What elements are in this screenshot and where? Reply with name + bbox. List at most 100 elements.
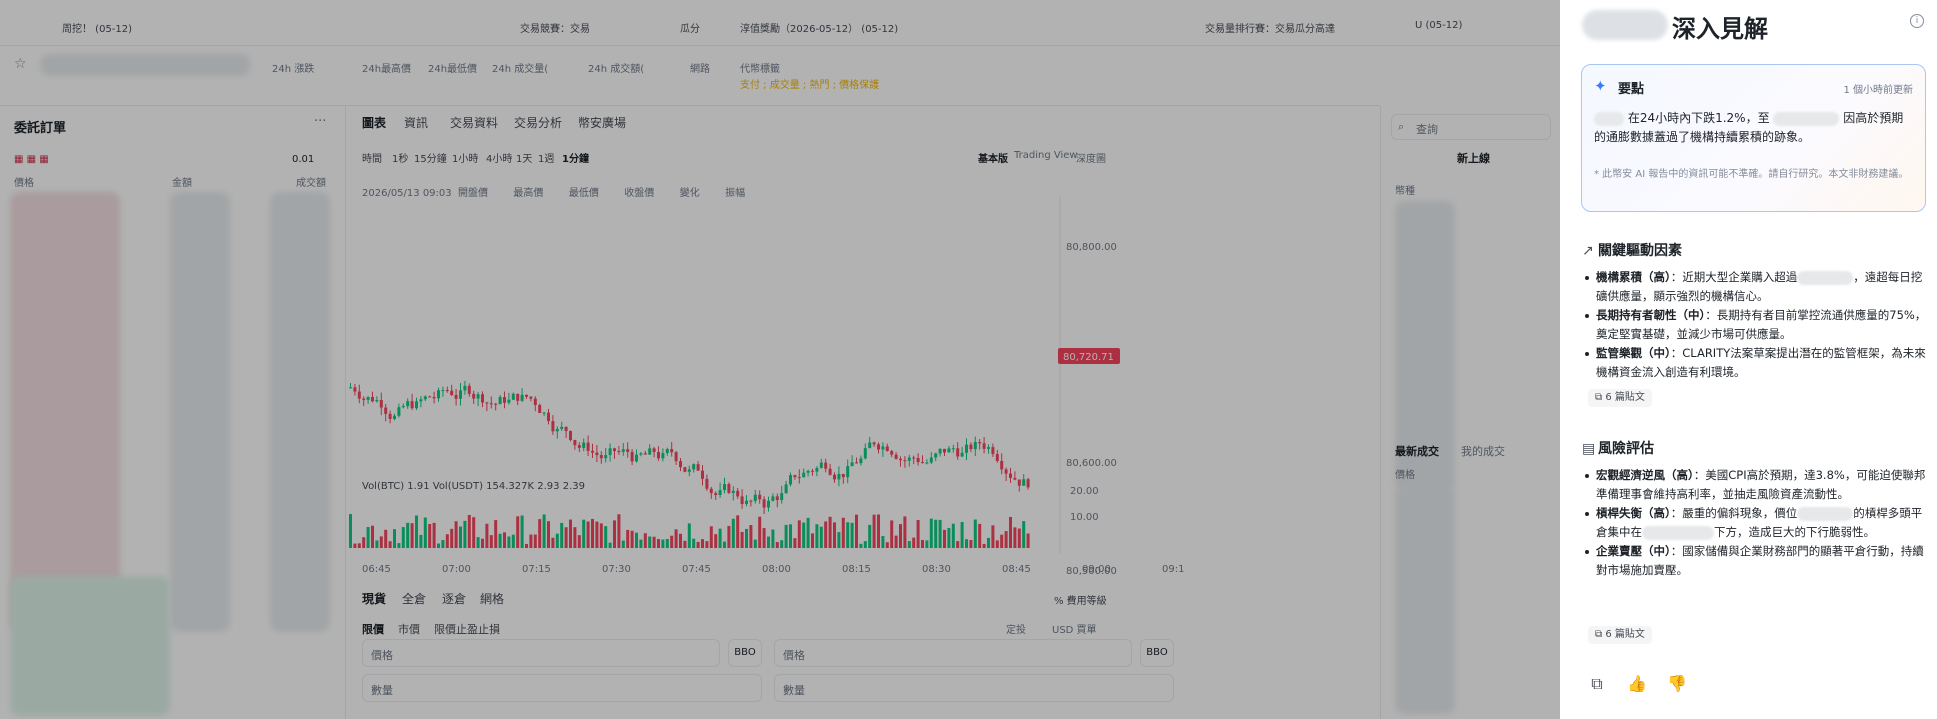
volume-bar <box>459 526 462 548</box>
risks-list: 宏觀經濟逆風（高）：美國CPI高於預期，達3.8%，可能迫使聯邦準備理事會維持高… <box>1582 466 1927 580</box>
redacted-value <box>1642 525 1714 540</box>
order-type-tab[interactable]: 市價 <box>398 623 420 636</box>
chart-tab[interactable]: 圖表 <box>362 116 387 130</box>
ticker-item[interactable]: 交易競賽：交易 <box>520 24 590 35</box>
candle-body <box>362 398 366 400</box>
interval-option[interactable]: 1秒 <box>392 154 409 165</box>
quantity-input[interactable]: 數量 <box>774 674 1174 702</box>
book-view-icon[interactable]: ▦ ▦ ▦ <box>14 154 49 165</box>
thumbs-up-icon[interactable]: 👍 <box>1627 674 1647 693</box>
volume-tick: 10.00 <box>1070 512 1099 523</box>
bbo-button[interactable]: BBO <box>1140 639 1174 667</box>
tab-new-listing[interactable]: 新上線 <box>1457 152 1490 165</box>
volume-bar <box>687 523 691 548</box>
volume-bar <box>943 529 946 548</box>
chart-tab[interactable]: 資訊 <box>404 116 429 130</box>
chart-tab[interactable]: 交易分析 <box>514 116 563 130</box>
usd-order[interactable]: USD 買單 <box>1052 625 1097 636</box>
dim-overlay[interactable] <box>0 0 1560 719</box>
volume-bar <box>1009 516 1012 548</box>
candle-body <box>912 457 916 459</box>
candle-body <box>445 390 449 392</box>
candle-body <box>366 396 370 400</box>
trade-tab[interactable]: 網格 <box>480 592 505 606</box>
interval-option[interactable]: 15分鐘 <box>414 154 447 165</box>
volume-info: Vol(BTC) 1.91 Vol(USDT) 154.327K 2.93 2.… <box>362 481 585 492</box>
search-icon: ⌕ <box>1398 120 1405 133</box>
interval-option[interactable]: 時間 <box>362 154 382 165</box>
candle-body <box>551 421 555 432</box>
candle-body <box>419 399 423 402</box>
tab-latest-trades[interactable]: 最新成交 <box>1395 445 1439 458</box>
candle-body <box>780 493 784 501</box>
candle-body <box>978 441 982 444</box>
volume-bar <box>912 537 916 548</box>
price-input[interactable]: 價格 <box>774 639 1132 667</box>
candle-body <box>687 469 691 472</box>
auto-invest[interactable]: 定投 <box>1006 625 1026 636</box>
copy-icon[interactable]: ⧉ <box>1591 674 1603 693</box>
candle-body <box>855 462 858 464</box>
book-step[interactable]: 0.01 <box>292 154 315 165</box>
tab-my-trades[interactable]: 我的成交 <box>1461 445 1505 458</box>
risks-sources[interactable]: ⧉ 6 篇貼文 <box>1588 626 1652 644</box>
trade-tab[interactable]: 現貨 <box>362 592 387 606</box>
fee-level[interactable]: % 費用等級 <box>1054 596 1107 607</box>
drivers-sources[interactable]: ⧉ 6 篇貼文 <box>1588 389 1652 407</box>
candle-body <box>890 451 894 455</box>
ticker-item[interactable]: 周挖！ (05-12) <box>62 24 133 35</box>
thumbs-down-icon[interactable]: 👎 <box>1667 674 1687 693</box>
candle-body <box>547 412 550 422</box>
header-stat-label: 24h 成交額( <box>588 64 645 75</box>
volume-bar <box>547 521 550 548</box>
header-stat-label: 24h 成交量( <box>492 64 549 75</box>
price-input[interactable]: 價格 <box>362 639 720 667</box>
volume-bar <box>494 520 498 548</box>
market-panel: ⌕ 查詢 新上線 幣種 最新成交 我的成交 價格 <box>1380 106 1560 719</box>
interval-option[interactable]: 4小時 <box>486 154 513 165</box>
interval-option[interactable]: 1小時 <box>452 154 479 165</box>
interval-option[interactable]: 1週 <box>538 154 555 165</box>
trade-tab[interactable]: 逐倉 <box>442 592 467 606</box>
ticker-item[interactable]: U (05-12) <box>1415 20 1463 31</box>
interval-option[interactable]: 1分鐘 <box>562 154 589 165</box>
chart-tab[interactable]: 幣安廣場 <box>578 116 627 130</box>
volume-bar <box>819 526 823 548</box>
chart-tab[interactable]: 交易資料 <box>450 116 499 130</box>
driver-item: 機構累積（高）：近期大型企業購入超過 ，遠超每日挖礦供應量，顯示強烈的機構信心。 <box>1582 268 1927 306</box>
candle-body <box>965 444 968 453</box>
volume-bar <box>410 523 414 548</box>
volume-bar <box>476 537 480 548</box>
candle-body <box>740 496 744 505</box>
chart-view-tab[interactable]: Trading View <box>1014 150 1078 161</box>
bbo-button[interactable]: BBO <box>728 639 762 667</box>
driver-text: ：CLARITY法案草案提出潛在的監管框架，為未來機構資金流入創造有利環境。 <box>1596 346 1926 379</box>
chart-view-tab[interactable]: 基本版 <box>978 154 1008 165</box>
ticker-item[interactable]: 瓜分 <box>680 24 700 35</box>
order-type-tab[interactable]: 限價 <box>362 623 384 636</box>
candle-body <box>520 394 524 401</box>
order-type-tab[interactable]: 限價止盈止損 <box>434 623 500 636</box>
ticker-item[interactable]: 淳值獎勵（2026-05-12） (05-12) <box>740 24 899 35</box>
candle-body <box>837 473 841 480</box>
volume-bar <box>969 539 973 548</box>
candle-body <box>472 393 476 399</box>
candle-body <box>410 401 414 409</box>
panel-title: 深入見解 <box>1672 15 1768 43</box>
price-placeholder: 價格 <box>371 649 393 662</box>
market-search[interactable]: ⌕ 查詢 <box>1391 114 1551 140</box>
candle-body <box>371 396 374 402</box>
volume-bar <box>775 542 779 548</box>
candle-body <box>401 406 405 408</box>
ticker-item[interactable]: 交易量排行賽：交易瓜分高達 <box>1205 24 1335 35</box>
info-icon[interactable]: i <box>1910 14 1924 28</box>
redacted-value <box>1797 270 1854 285</box>
favorite-star-icon[interactable]: ☆ <box>14 56 27 72</box>
trade-tab[interactable]: 全倉 <box>402 592 427 606</box>
more-icon[interactable]: ··· <box>314 114 327 129</box>
candle-body <box>925 462 929 464</box>
volume-bar <box>872 514 876 548</box>
interval-option[interactable]: 1天 <box>516 154 533 165</box>
quantity-input[interactable]: 數量 <box>362 674 762 702</box>
chart-view-tab[interactable]: 深度圖 <box>1076 154 1106 165</box>
